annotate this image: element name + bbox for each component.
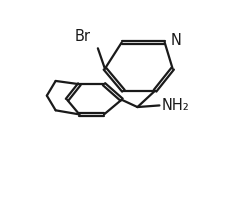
Text: NH₂: NH₂ xyxy=(162,98,190,113)
Text: Br: Br xyxy=(75,29,91,44)
Text: N: N xyxy=(170,33,181,48)
